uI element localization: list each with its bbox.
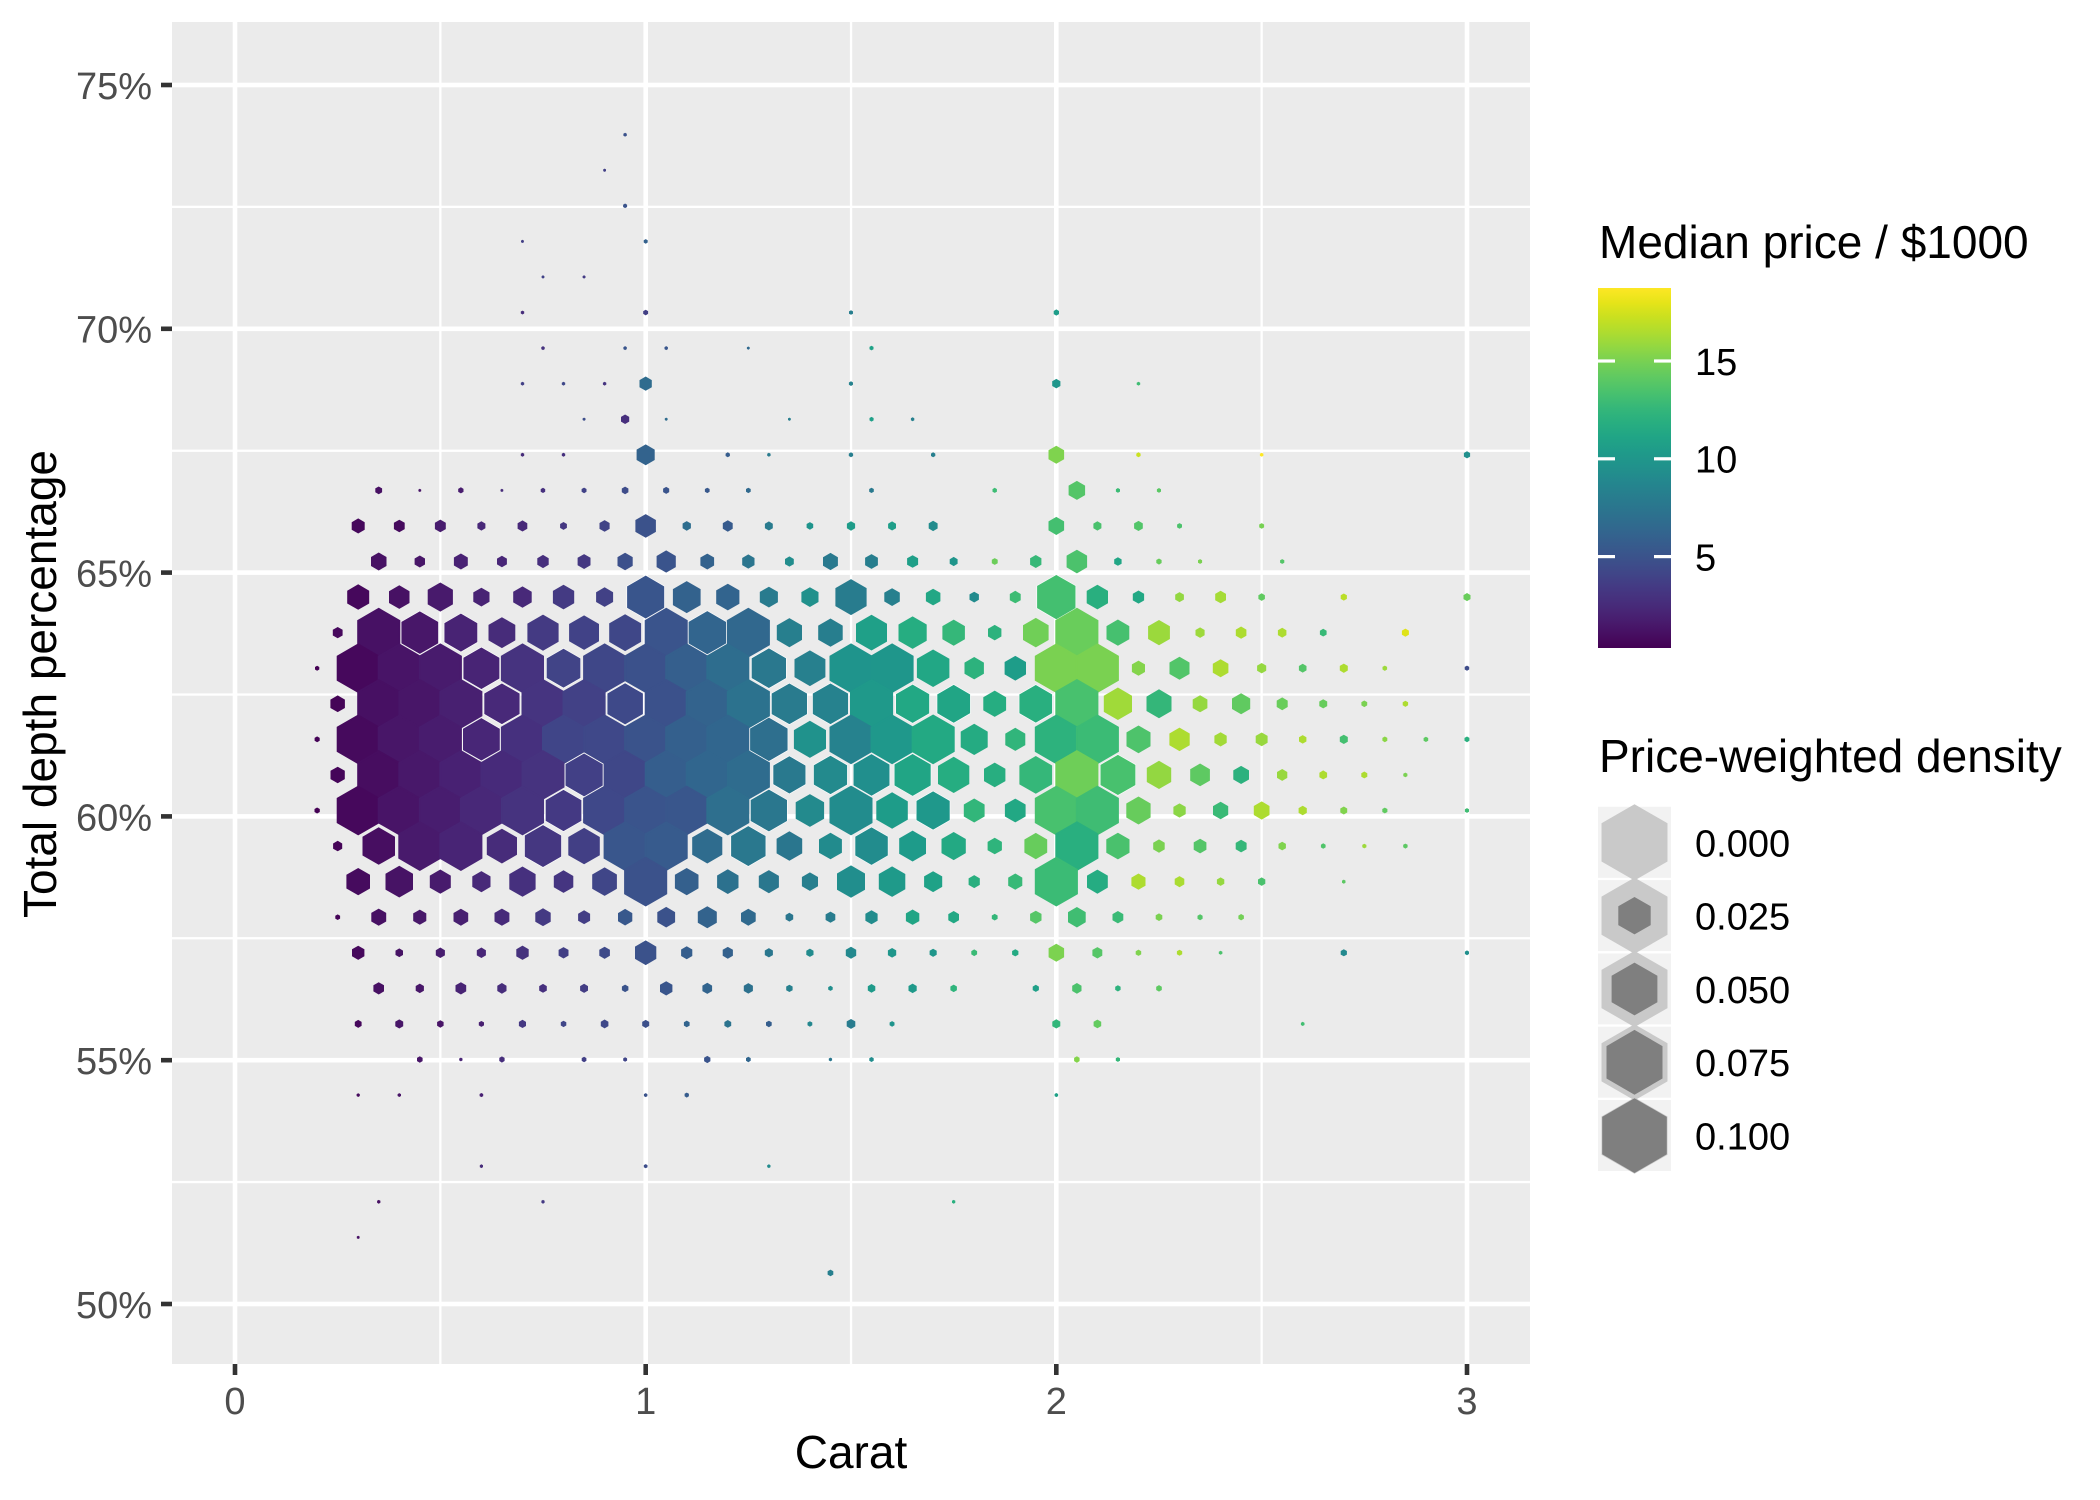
svg-text:Carat: Carat: [795, 1426, 908, 1478]
svg-text:0.000: 0.000: [1695, 823, 1790, 865]
svg-text:Price-weighted density: Price-weighted density: [1599, 730, 2062, 782]
svg-text:65%: 65%: [76, 554, 152, 596]
svg-text:3: 3: [1456, 1381, 1477, 1423]
svg-text:0.050: 0.050: [1695, 970, 1790, 1012]
svg-text:10: 10: [1695, 440, 1737, 482]
svg-text:75%: 75%: [76, 66, 152, 108]
svg-text:60%: 60%: [76, 797, 152, 839]
svg-text:0.075: 0.075: [1695, 1043, 1790, 1085]
svg-text:Median price / $1000: Median price / $1000: [1599, 216, 2029, 268]
svg-text:15: 15: [1695, 342, 1737, 384]
svg-text:70%: 70%: [76, 310, 152, 352]
svg-text:2: 2: [1046, 1381, 1067, 1423]
svg-text:Total depth percentage: Total depth percentage: [14, 450, 66, 918]
svg-text:0.100: 0.100: [1695, 1117, 1790, 1159]
svg-text:0: 0: [224, 1381, 245, 1423]
svg-text:50%: 50%: [76, 1285, 152, 1327]
svg-text:0.025: 0.025: [1695, 897, 1790, 939]
svg-text:5: 5: [1695, 538, 1716, 580]
svg-text:55%: 55%: [76, 1041, 152, 1083]
svg-text:1: 1: [635, 1381, 656, 1423]
